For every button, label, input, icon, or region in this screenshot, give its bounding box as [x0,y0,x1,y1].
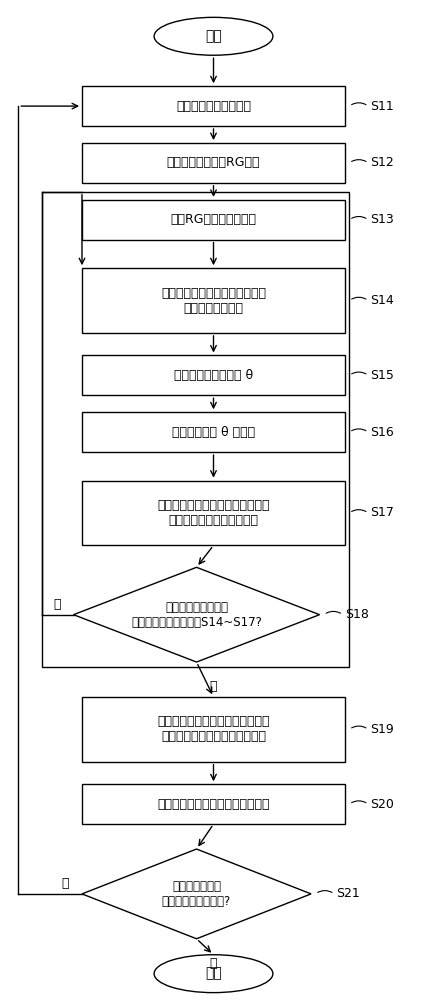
Text: 对注目像素算出角度 θ: 对注目像素算出角度 θ [173,369,253,382]
Text: 开始: 开始 [204,29,222,43]
Text: 否: 否 [53,598,60,611]
FancyBboxPatch shape [82,86,344,126]
Text: 设定RG平面内的基准轴: 设定RG平面内的基准轴 [170,213,256,226]
FancyBboxPatch shape [82,784,344,824]
Text: S11: S11 [370,100,393,113]
FancyBboxPatch shape [82,200,344,240]
Text: 否: 否 [62,877,69,890]
FancyBboxPatch shape [82,697,344,762]
Text: 输入当前帧的像素数据: 输入当前帧的像素数据 [176,100,250,113]
Text: S13: S13 [370,213,393,226]
Text: 将像素数据标绘在RG平面: 将像素数据标绘在RG平面 [167,156,259,169]
Text: S18: S18 [344,608,368,621]
Text: S15: S15 [370,369,394,382]
Text: 是: 是 [209,680,217,693]
Polygon shape [73,567,319,662]
Text: S19: S19 [370,723,393,736]
Text: S21: S21 [336,887,360,900]
Text: 结束: 结束 [204,967,222,981]
Text: 对应于炎症强度的值确定注目像素
的在色彩表图像上的显示色: 对应于炎症强度的值确定注目像素 的在色彩表图像上的显示色 [157,499,269,527]
FancyBboxPatch shape [82,412,344,452]
FancyBboxPatch shape [82,481,344,545]
Text: 普通图像和色彩表图像的叠加显示: 普通图像和色彩表图像的叠加显示 [157,798,269,811]
Text: 是: 是 [209,957,217,970]
Text: 是否对当前帧的所有
的像素执行了处理步骤S14~S17?: 是否对当前帧的所有 的像素执行了处理步骤S14~S17? [131,601,262,629]
FancyBboxPatch shape [82,355,344,395]
Text: 将算出的角度 θ 标准化: 将算出的角度 θ 标准化 [172,426,254,439]
Text: S12: S12 [370,156,393,169]
Polygon shape [82,849,311,939]
Text: S14: S14 [370,294,393,307]
Ellipse shape [154,17,272,55]
Text: S16: S16 [370,426,393,439]
Text: S17: S17 [370,506,394,519]
Text: S20: S20 [370,798,394,811]
Text: 被切换为不同于
特殊模式的古一模式?: 被切换为不同于 特殊模式的古一模式? [161,880,230,908]
Text: 将所有的像素的炎症强度平均化得
到的平均值作为炎症评价值计算: 将所有的像素的炎症强度平均化得 到的平均值作为炎症评价值计算 [157,715,269,743]
FancyBboxPatch shape [82,268,344,333]
Ellipse shape [154,955,272,993]
FancyBboxPatch shape [82,143,344,183]
Text: 按照规定的顺序从所有的像素中
选择一个注目像素: 按照规定的顺序从所有的像素中 选择一个注目像素 [161,287,265,315]
